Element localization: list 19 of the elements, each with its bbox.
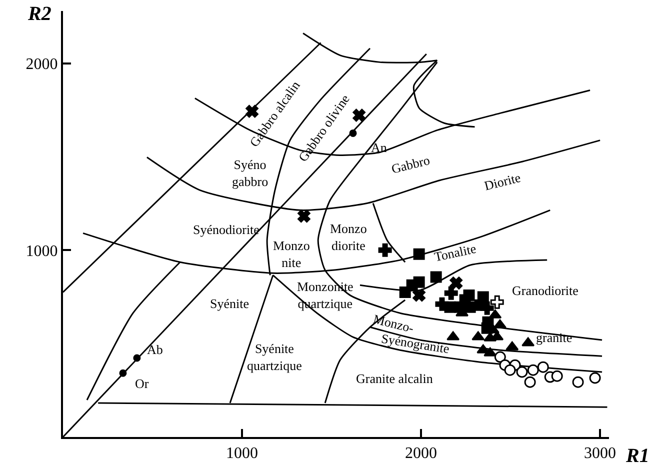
annotation: Or [135, 376, 150, 391]
x-tick-label: 1000 [226, 445, 258, 462]
annotation: Ab [147, 342, 163, 357]
annotation: Syénite [210, 296, 250, 311]
annotation: Granodiorite [512, 283, 579, 298]
annotation: Granite alcalin [356, 371, 434, 386]
annotation: granite [536, 330, 572, 345]
annotation: Syéno gabbro [232, 157, 268, 189]
y-axis-title: R2 [27, 3, 52, 25]
x-tick-label: 3000 [584, 445, 616, 462]
annotation: Syénite quartzique [247, 341, 302, 373]
x-axis-title: R1 [625, 445, 650, 465]
annotation: Monzo nite [273, 238, 310, 270]
annotation: Diorite [482, 170, 522, 194]
annotation: Syénodiorite [193, 222, 260, 237]
annotation: Tonalite [432, 240, 478, 264]
annotation: Gabbro [390, 152, 432, 176]
x-tick-label: 2000 [405, 445, 438, 462]
annotation: Monzo diorite [330, 221, 367, 253]
